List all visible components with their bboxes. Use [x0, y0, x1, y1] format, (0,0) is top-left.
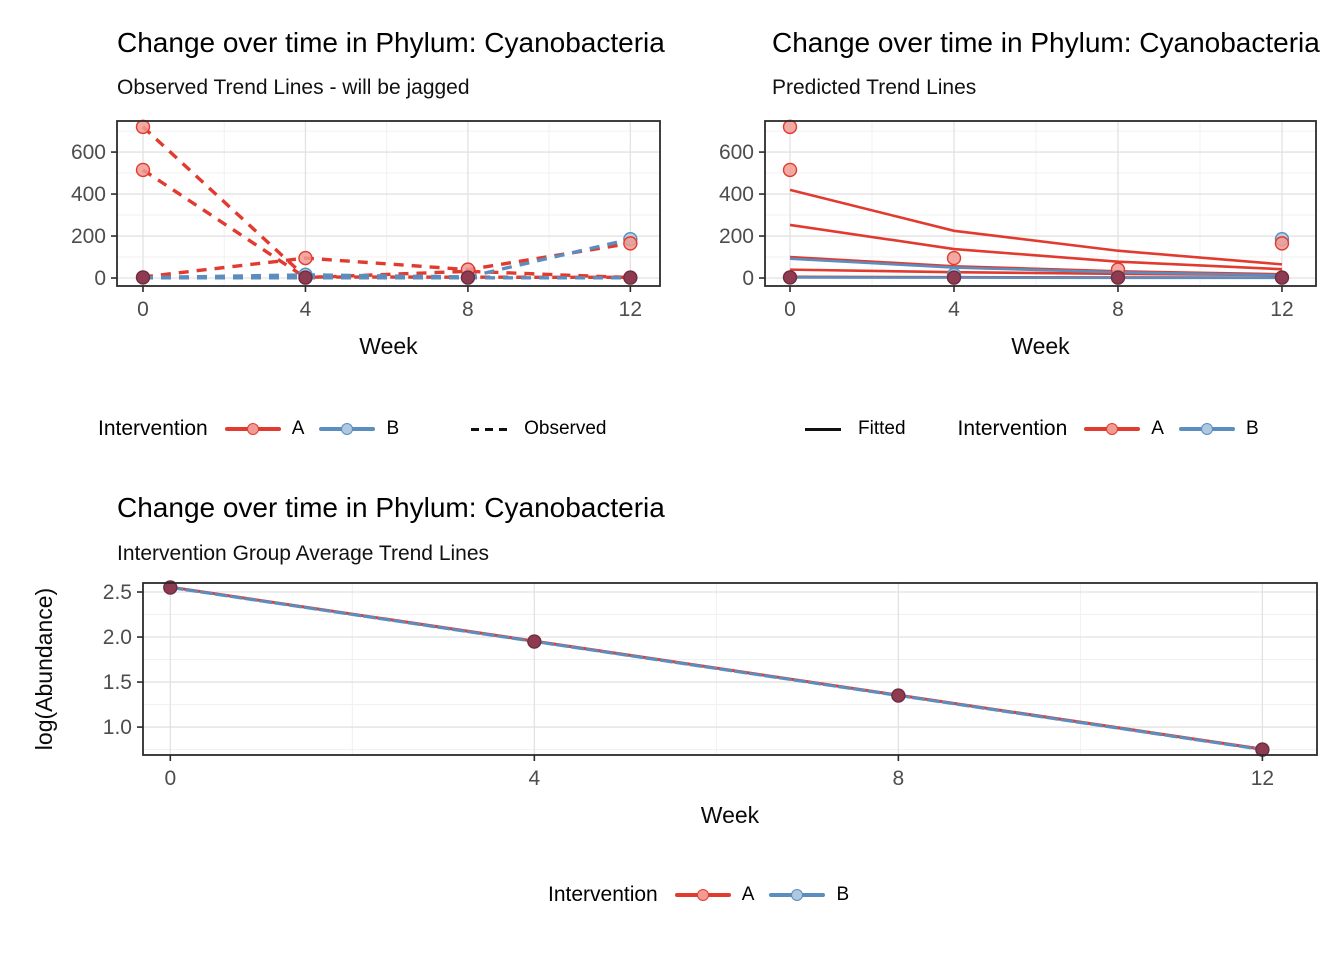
svg-text:0: 0: [784, 298, 796, 321]
legend-key-b-point-icon: [791, 889, 804, 901]
svg-text:8: 8: [893, 767, 905, 790]
legend-label-a: A: [291, 418, 305, 439]
svg-text:600: 600: [719, 141, 754, 164]
legend-key-b-point-icon: [1200, 423, 1213, 435]
average-chart-subtitle: Intervention Group Average Trend Lines: [117, 542, 490, 565]
legend-key-a-point-icon: [1106, 423, 1119, 435]
legend-label-b: B: [1245, 418, 1259, 439]
legend-key-a-red-line-icon: [674, 889, 731, 901]
svg-text:8: 8: [1112, 298, 1124, 321]
legend-key-a-red-line-icon: [1084, 423, 1141, 435]
svg-text:12: 12: [1270, 298, 1293, 321]
svg-text:4: 4: [528, 767, 540, 790]
legend-key-a-point-icon: [246, 423, 259, 435]
legend-label-a: A: [741, 884, 755, 905]
predicted-chart-title: Change over time in Phylum: Cyanobacteri…: [772, 28, 1320, 58]
svg-text:200: 200: [71, 225, 106, 248]
svg-text:400: 400: [71, 183, 106, 206]
legend-label-fitted: Fitted: [858, 418, 906, 439]
legend-key-b-point-icon: [341, 423, 354, 435]
legend-average: Intervention A B: [548, 880, 849, 910]
observed-chart-title-clip: Change over time in Phylum: Cyanobacteri…: [117, 28, 675, 59]
svg-text:0: 0: [94, 267, 106, 290]
observed-chart-subtitle: Observed Trend Lines - will be jagged: [117, 76, 470, 99]
legend-key-b-blue-line-icon: [769, 889, 826, 901]
legend-key-a-red-line-icon: [224, 423, 281, 435]
legend-label-observed: Observed: [524, 418, 607, 439]
legend-key-b-blue-line-icon: [1178, 423, 1235, 435]
svg-text:1.5: 1.5: [103, 671, 132, 694]
svg-text:0: 0: [742, 267, 754, 290]
svg-text:2.5: 2.5: [103, 581, 132, 604]
legend-key-b-blue-line-icon: [319, 423, 376, 435]
svg-text:2.0: 2.0: [103, 626, 132, 649]
observed-chart-title: Change over time in Phylum: Cyanobacteri…: [117, 28, 665, 58]
y-axis-title-2: log(Abundance): [31, 588, 57, 750]
legend-key-dashed-line-icon: [471, 427, 508, 431]
legend-observed: Intervention A B Observed: [98, 414, 607, 444]
svg-text:12: 12: [619, 298, 642, 321]
svg-text:400: 400: [719, 183, 754, 206]
svg-text:600: 600: [71, 141, 106, 164]
legend-label-a: A: [1151, 418, 1164, 439]
predicted-chart-title-clip: Change over time in Phylum: Cyanobacteri…: [772, 28, 1344, 59]
x-axis-title-0: Week: [359, 333, 418, 359]
legend-title: Intervention: [98, 417, 208, 440]
svg-text:0: 0: [137, 298, 149, 321]
svg-text:12: 12: [1251, 767, 1274, 790]
svg-text:0: 0: [164, 767, 176, 790]
svg-text:1.0: 1.0: [103, 716, 132, 739]
x-axis-title-1: Week: [1011, 333, 1070, 359]
legend-label-b: B: [836, 884, 850, 905]
svg-text:200: 200: [719, 225, 754, 248]
predicted-chart-subtitle: Predicted Trend Lines: [772, 76, 977, 99]
legend-label-b: B: [386, 418, 400, 439]
legend-title: Intervention: [548, 883, 658, 906]
x-axis-title-2: Week: [701, 802, 760, 828]
svg-text:8: 8: [462, 298, 474, 321]
average-chart-title: Change over time in Phylum: Cyanobacteri…: [117, 493, 665, 523]
legend-fitted: Fitted Intervention A B: [805, 414, 1259, 444]
legend-key-a-point-icon: [696, 889, 709, 901]
legend-key-solid-line-icon: [805, 427, 841, 431]
svg-text:4: 4: [948, 298, 960, 321]
svg-text:4: 4: [300, 298, 312, 321]
legend-title: Intervention: [957, 417, 1068, 440]
